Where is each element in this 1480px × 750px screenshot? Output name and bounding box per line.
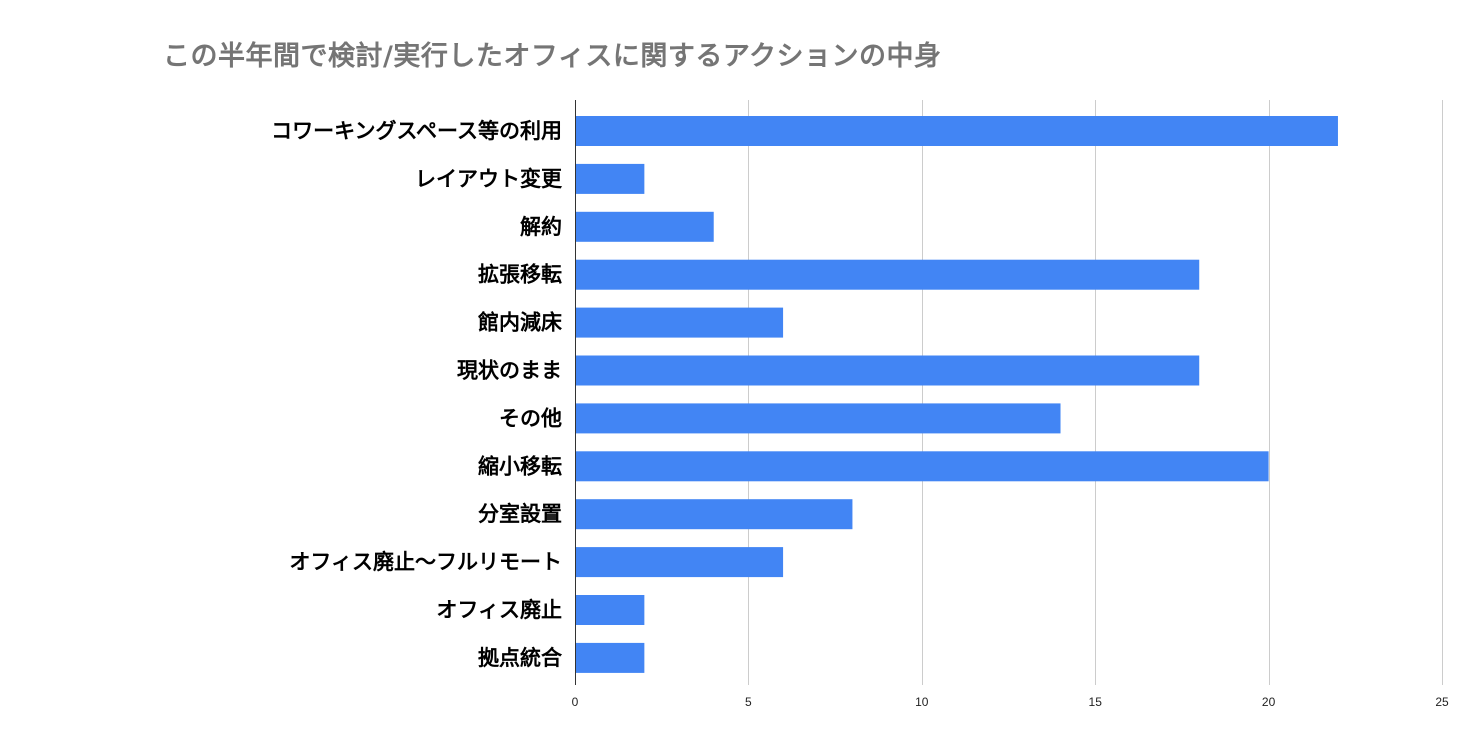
category-label: オフィス廃止 [436, 598, 562, 622]
bar [575, 355, 1200, 386]
category-label: その他 [499, 406, 562, 430]
bar [575, 163, 645, 194]
bar [575, 451, 1269, 482]
x-tick-label: 10 [915, 695, 929, 709]
category-label: 拠点統合 [478, 646, 563, 670]
bar [575, 403, 1061, 434]
x-tick-label: 15 [1089, 695, 1103, 709]
category-label: 館内減床 [478, 311, 562, 335]
bar [575, 211, 714, 242]
bar [575, 307, 784, 338]
bar [575, 499, 853, 530]
category-label: 拡張移転 [478, 263, 562, 287]
category-label: 現状のまま [457, 359, 562, 383]
category-labels: コワーキングスペース等の利用レイアウト変更解約拡張移転館内減床現状のままその他縮… [271, 119, 563, 670]
bar [575, 642, 645, 673]
bar [575, 595, 645, 625]
bar [575, 259, 1200, 290]
x-tick-label: 0 [572, 695, 579, 709]
category-label: 縮小移転 [478, 454, 562, 478]
x-tick-label: 5 [745, 695, 752, 709]
bar [575, 547, 784, 578]
tick-labels: 0 5 10 15 20 25 [572, 695, 1449, 709]
bars [575, 116, 1338, 673]
grid-lines [748, 100, 1443, 685]
category-label: コワーキングスペース等の利用 [271, 119, 562, 143]
x-tick-label: 20 [1262, 695, 1276, 709]
x-tick-label: 25 [1435, 695, 1449, 709]
category-label: オフィス廃止～フルリモート [289, 550, 562, 574]
category-label: 分室設置 [478, 502, 562, 526]
category-label: 解約 [520, 215, 562, 239]
category-label: レイアウト変更 [415, 167, 563, 191]
bar [575, 116, 1338, 146]
chart-title: この半年間で検討/実行したオフィスに関するアクションの中身 [163, 41, 942, 72]
